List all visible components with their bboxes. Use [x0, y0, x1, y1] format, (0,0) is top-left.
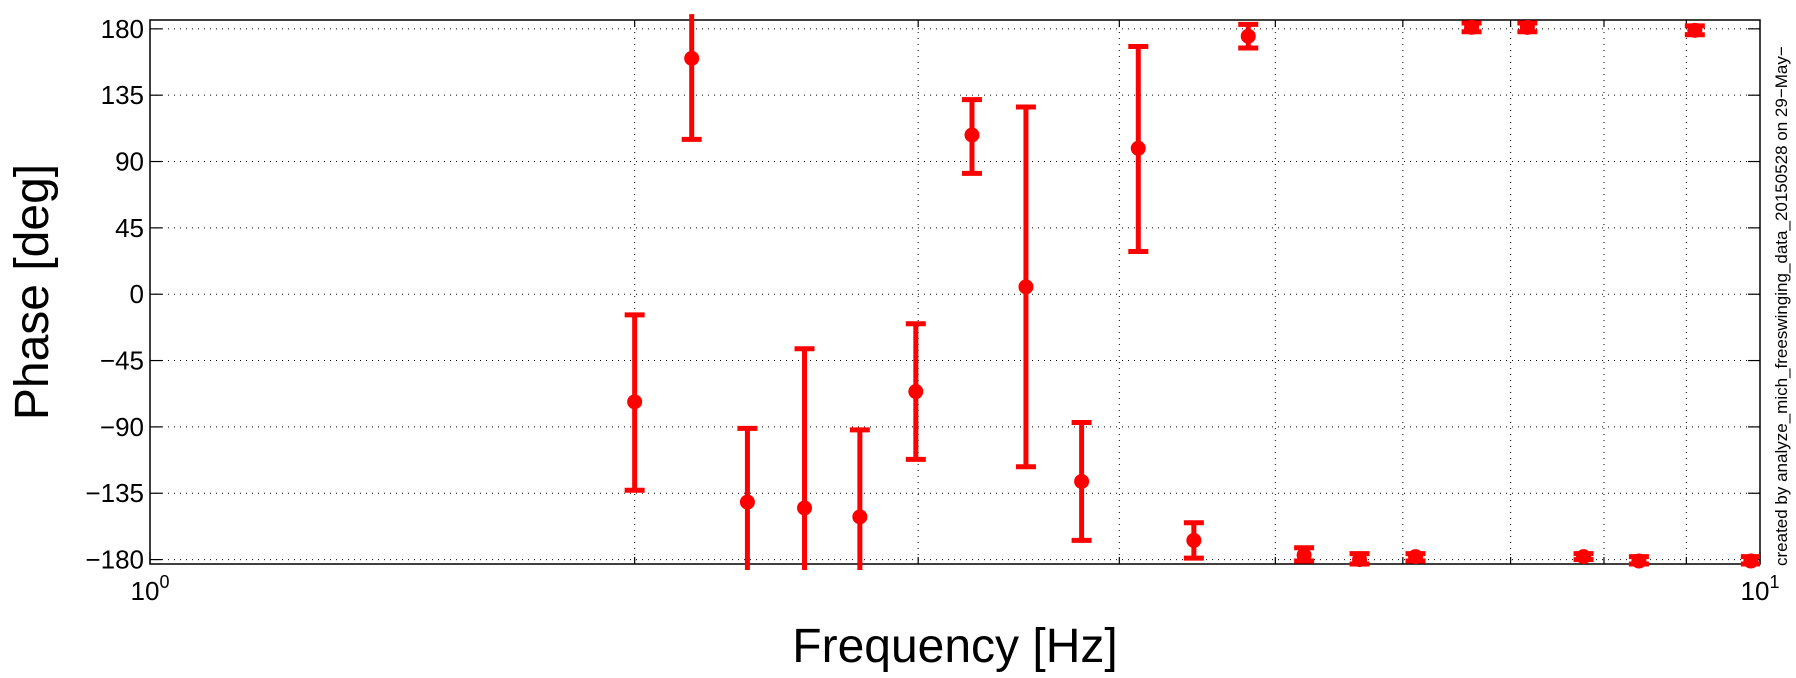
- y-tick-label: 90: [115, 147, 144, 177]
- x-tick-label: 101: [1741, 572, 1780, 606]
- data-point: [852, 509, 868, 525]
- data-point: [1018, 279, 1034, 295]
- data-point: [797, 500, 813, 516]
- grid-lines: [150, 20, 1760, 564]
- data-point: [739, 494, 755, 510]
- data-point: [684, 50, 700, 66]
- data-point: [964, 127, 980, 143]
- data-point: [1408, 549, 1424, 565]
- data-point: [1464, 19, 1480, 35]
- data-point: [1687, 22, 1703, 38]
- y-tick-label: 0: [130, 279, 144, 309]
- data-point: [1240, 28, 1256, 44]
- y-tick-label: −135: [85, 478, 144, 508]
- data-point: [1631, 553, 1647, 569]
- y-tick-label: 45: [115, 213, 144, 243]
- y-tick-label: −180: [85, 545, 144, 575]
- data-point: [1576, 549, 1592, 565]
- data-point: [1074, 473, 1090, 489]
- y-tick-label: 180: [101, 14, 144, 44]
- side-annotation: created by analyze_mich_freeswinging_dat…: [1772, 46, 1791, 566]
- data-point: [1296, 547, 1312, 563]
- y-tick-label: −45: [100, 346, 144, 376]
- y-tick-label: −90: [100, 412, 144, 442]
- x-axis-title: Frequency [Hz]: [792, 620, 1117, 673]
- axes-frame: [149, 19, 1761, 565]
- data-series: [624, 14, 1760, 570]
- data-point: [1743, 553, 1759, 569]
- data-point: [1519, 19, 1535, 35]
- data-point: [627, 394, 643, 410]
- data-point: [1130, 140, 1146, 156]
- data-point: [908, 384, 924, 400]
- y-tick-label: 135: [101, 80, 144, 110]
- data-point: [1352, 552, 1368, 568]
- y-axis-title: Phase [deg]: [6, 164, 59, 420]
- x-tick-label: 100: [131, 572, 170, 606]
- data-point: [1186, 532, 1202, 548]
